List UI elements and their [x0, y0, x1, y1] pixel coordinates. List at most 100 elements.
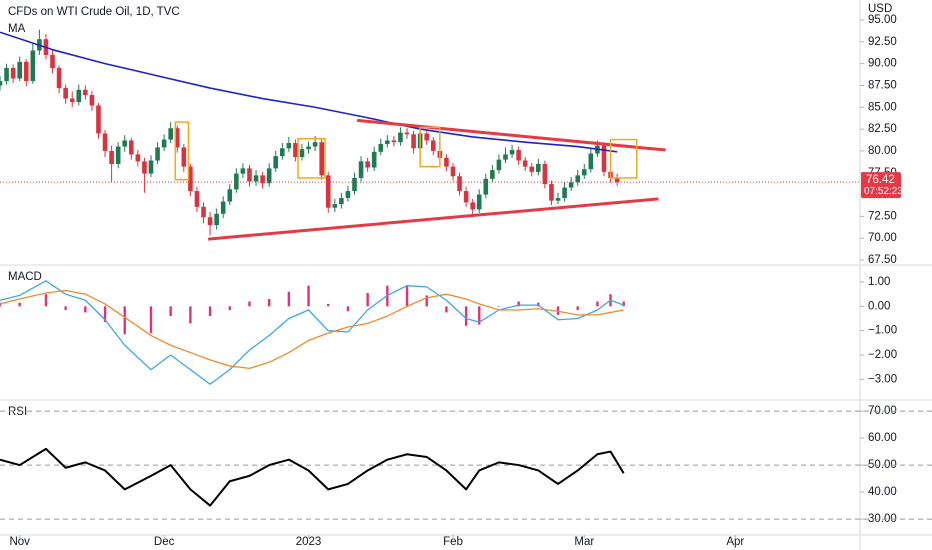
candle-body: [503, 154, 508, 160]
histogram-bar: [464, 306, 468, 326]
candle-body: [430, 140, 436, 151]
y-tick-label: 1.00: [868, 276, 890, 288]
candle-body: [194, 191, 200, 207]
x-tick-label: Mar: [574, 536, 594, 548]
y-tick-label: 72.50: [868, 210, 897, 222]
candle-body: [201, 206, 206, 218]
histogram-bar: [478, 306, 481, 325]
highlight-box: [609, 138, 638, 179]
candle-body: [365, 161, 370, 168]
candle-body: [299, 149, 305, 158]
candle-body: [227, 189, 233, 202]
candle-body: [161, 139, 167, 148]
candle-body: [266, 168, 272, 184]
y-tick-label: 90.00: [868, 58, 897, 70]
candle-body: [168, 128, 173, 140]
candle-body: [581, 169, 587, 176]
candle-body: [260, 175, 265, 184]
histogram-bar: [0, 302, 2, 307]
x-tick-label: Feb: [443, 536, 463, 548]
candle-body: [536, 164, 541, 172]
candle-body: [220, 201, 226, 214]
indicator-line: [0, 280, 624, 385]
y-tick-label: 95.00: [868, 14, 897, 26]
indicator-line: [0, 447, 625, 507]
candle-body: [102, 133, 108, 151]
candle-body: [411, 134, 416, 149]
candle-body: [319, 142, 324, 176]
histogram-bar: [18, 302, 21, 307]
candle-body: [385, 140, 390, 144]
candle-body: [339, 198, 344, 205]
candle-body: [273, 156, 279, 169]
candle-body: [247, 168, 252, 182]
candle-body: [115, 146, 121, 165]
histogram-bar: [517, 301, 520, 307]
candle-body: [188, 166, 193, 192]
candle-body: [398, 132, 403, 143]
candle-body: [109, 150, 114, 165]
candle-body: [50, 54, 55, 68]
indicator-line: [0, 289, 624, 370]
candle-body: [10, 67, 16, 79]
candle-body: [444, 157, 449, 167]
candle-body: [69, 98, 75, 103]
candle-body: [0, 81, 3, 86]
candle-body: [549, 184, 554, 201]
candle-body: [391, 140, 397, 143]
candle-body: [23, 61, 29, 82]
candle-body: [371, 151, 377, 168]
candle-body: [352, 177, 357, 192]
candle-body: [306, 146, 311, 150]
y-tick-label: 85.00: [868, 101, 897, 113]
highlight-box: [297, 137, 326, 179]
candle-body: [463, 191, 469, 203]
y-tick-label: 0.00: [868, 300, 890, 312]
y-tick-label: −2.00: [868, 349, 897, 361]
candle-body: [450, 166, 456, 177]
trendline: [207, 197, 659, 241]
candle-body: [358, 161, 364, 178]
chart-title: CFDs on WTI Crude Oil, 1D, TVC: [8, 6, 180, 18]
candle-body: [404, 132, 410, 135]
histogram-bar: [44, 294, 48, 307]
last-price-label: 76.42: [866, 174, 895, 186]
y-tick-label: 92.50: [868, 36, 897, 48]
histogram-bar: [103, 306, 107, 323]
candle-body: [496, 159, 502, 171]
pane-title: RSI: [8, 406, 27, 418]
countdown-label: 07:52:23: [864, 186, 903, 197]
histogram-bar: [445, 306, 448, 313]
histogram-bar: [149, 306, 153, 334]
y-tick-label: 40.00: [868, 486, 897, 498]
candle-body: [562, 187, 567, 199]
histogram-bar: [208, 306, 212, 317]
candle-body: [234, 173, 239, 190]
histogram-bar: [596, 301, 599, 307]
currency-label: USD: [868, 3, 892, 15]
histogram-bar: [405, 285, 409, 307]
x-tick-label: 2023: [296, 536, 322, 548]
candle-body: [279, 148, 285, 157]
y-tick-label: −1.00: [868, 325, 897, 337]
pane-title: MACD: [8, 271, 42, 283]
candle-body: [555, 198, 561, 201]
candle-body: [522, 160, 528, 167]
y-tick-label: 80.00: [868, 145, 897, 157]
candle-body: [457, 176, 462, 192]
candle-body: [122, 140, 128, 147]
candle-body: [142, 161, 147, 174]
candle-body: [181, 147, 187, 167]
x-tick-label: Nov: [9, 536, 30, 548]
candle-body: [575, 175, 581, 183]
y-tick-label: −3.00: [868, 373, 897, 385]
histogram-bar: [307, 285, 310, 307]
histogram-bar: [189, 306, 192, 324]
candle-body: [56, 67, 62, 89]
histogram-bar: [366, 292, 369, 307]
candle-body: [4, 67, 9, 82]
candle-body: [516, 150, 521, 161]
candle-body: [509, 150, 515, 155]
